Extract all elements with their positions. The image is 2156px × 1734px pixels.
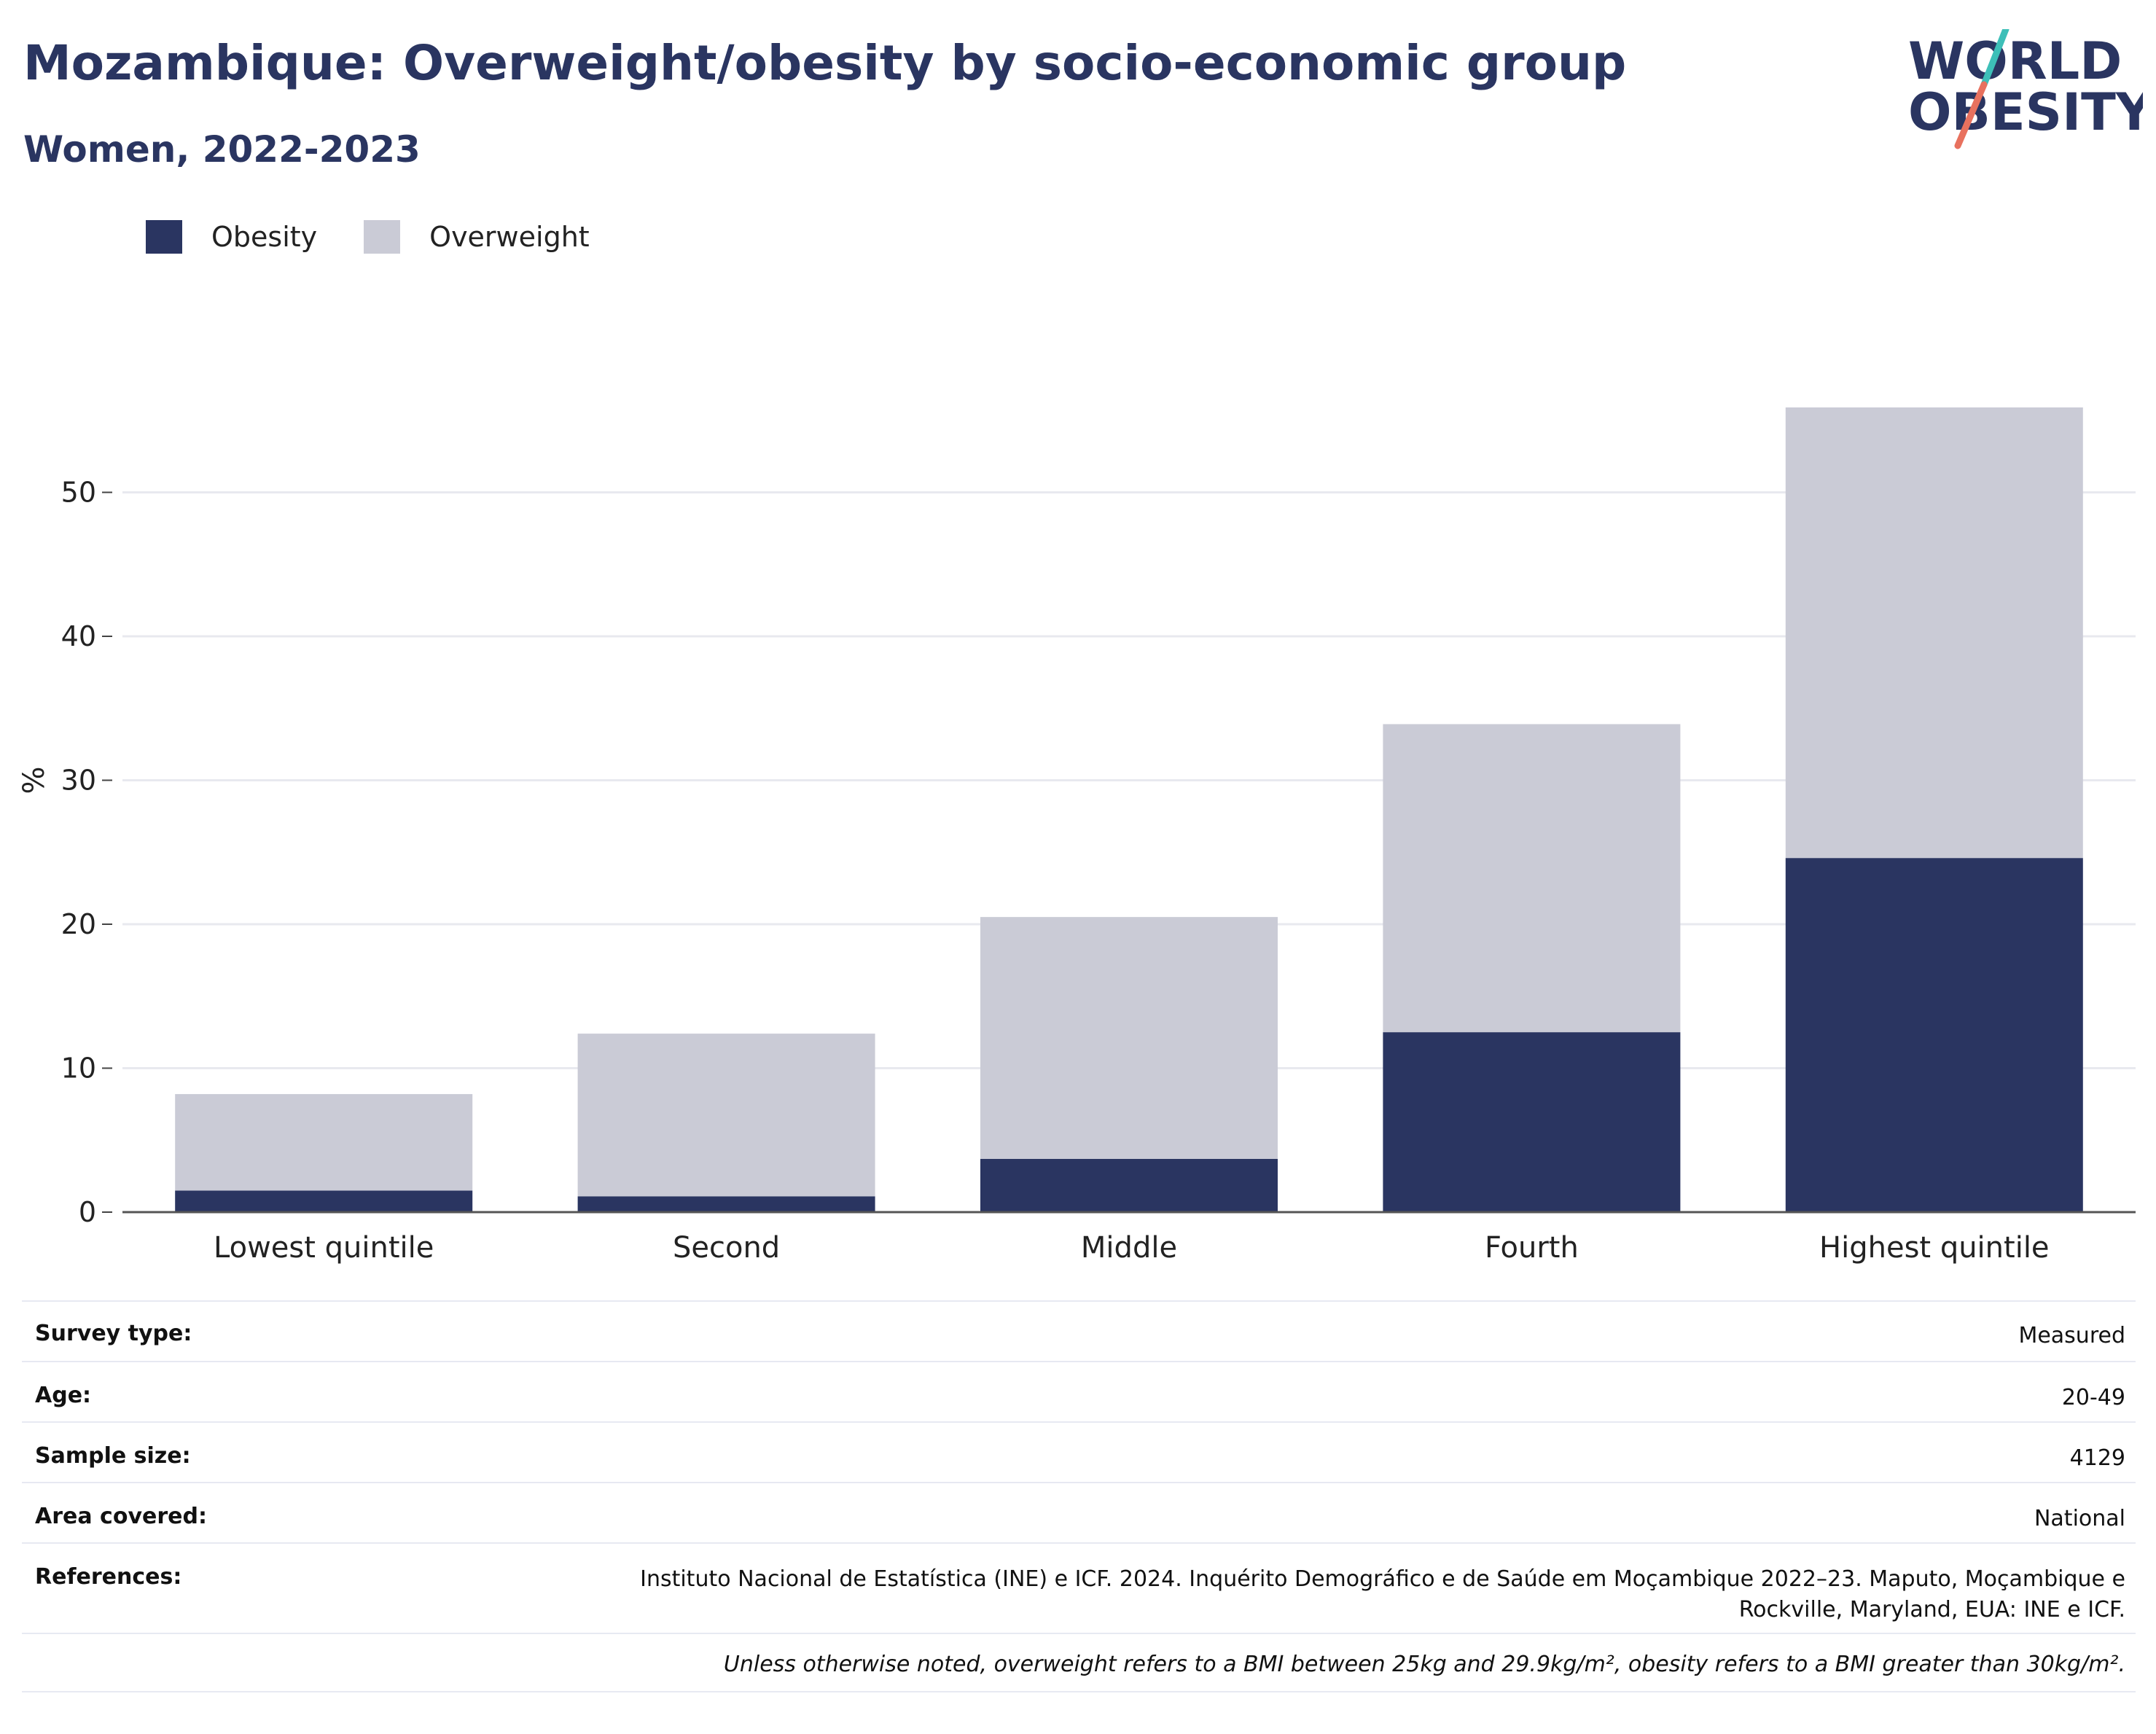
legend-label-overweight: Overweight	[429, 221, 590, 253]
logo-line1: WORLD	[1908, 31, 2122, 91]
sample-size-value: 4129	[2069, 1445, 2125, 1471]
legend-item-obesity[interactable]: Obesity	[146, 220, 317, 254]
bar-obesity-2[interactable]	[980, 1158, 1278, 1212]
bars	[175, 407, 2083, 1212]
chart-title: Mozambique: Overweight/obesity by socio-…	[23, 35, 1627, 91]
survey-metadata-table: Survey type: Measured Age: 20-49 Sample …	[22, 1300, 2136, 1692]
sample-size-label: Sample size:	[35, 1443, 191, 1469]
bmi-definition-note: Unless otherwise noted, overweight refer…	[22, 1633, 2136, 1692]
meta-row-references: References: Instituto Nacional de Estatí…	[22, 1542, 2136, 1633]
legend-swatch-obesity	[146, 220, 182, 254]
x-category-label-0: Lowest quintile	[214, 1231, 434, 1265]
y-axis-title: %	[17, 766, 51, 794]
bar-obesity-1[interactable]	[577, 1196, 875, 1212]
x-category-label-4: Highest quintile	[1819, 1231, 2050, 1265]
x-category-label-2: Middle	[1081, 1231, 1177, 1265]
references-label: References:	[35, 1564, 182, 1590]
legend-label-obesity: Obesity	[211, 221, 318, 253]
bar-overweight-1[interactable]	[577, 1034, 875, 1197]
bar-obesity-0[interactable]	[175, 1190, 473, 1212]
world-obesity-logo: WORLD OBESITY	[1908, 29, 2143, 149]
legend-swatch-overweight	[364, 220, 401, 254]
bar-overweight-3[interactable]	[1383, 724, 1681, 1033]
x-category-label-1: Second	[673, 1231, 780, 1265]
survey-type-label: Survey type:	[35, 1321, 192, 1346]
chart-subtitle: Women, 2022-2023	[23, 128, 421, 171]
axes	[102, 491, 2136, 1214]
bar-overweight-2[interactable]	[980, 917, 1278, 1159]
y-tick-label-20: 20	[61, 908, 96, 940]
references-value: Instituto Nacional de Estatística (INE) …	[640, 1566, 2125, 1622]
age-value: 20-49	[2061, 1385, 2125, 1410]
area-covered-value: National	[2034, 1506, 2125, 1531]
age-label: Age:	[35, 1383, 92, 1408]
logo-coral-stroke	[1954, 81, 1988, 149]
bar-obesity-4[interactable]	[1785, 858, 2083, 1212]
bar-overweight-4[interactable]	[1785, 407, 2083, 859]
area-covered-label: Area covered:	[35, 1504, 207, 1529]
meta-row-survey-type: Survey type: Measured	[22, 1300, 2136, 1361]
meta-row-sample-size: Sample size: 4129	[22, 1421, 2136, 1482]
survey-type-value: Measured	[2018, 1323, 2125, 1348]
y-tick-label-50: 50	[61, 477, 96, 509]
meta-row-age: Age: 20-49	[22, 1361, 2136, 1421]
logo-line2: OBESITY	[1908, 82, 2143, 142]
stacked-bar-chart: 0 10 20 30 40 50 Lowest quintile Second Middle Fo…	[17, 407, 2136, 1265]
bar-obesity-3[interactable]	[1383, 1032, 1681, 1212]
logo-teal-stroke	[1980, 29, 2009, 88]
meta-row-area-covered: Area covered: National	[22, 1482, 2136, 1542]
y-tick-label-10: 10	[61, 1052, 96, 1085]
axis-labels: 0 10 20 30 40 50 Lowest quintile Second Middle Fo…	[61, 477, 2050, 1265]
x-category-label-3: Fourth	[1485, 1231, 1579, 1265]
legend-item-overweight[interactable]: Overweight	[364, 220, 590, 254]
y-tick-label-40: 40	[61, 620, 96, 652]
chart-legend: Obesity Overweight	[146, 219, 636, 255]
y-tick-label-0: 0	[79, 1196, 96, 1228]
y-tick-label-30: 30	[61, 765, 96, 797]
bar-overweight-0[interactable]	[175, 1094, 473, 1191]
